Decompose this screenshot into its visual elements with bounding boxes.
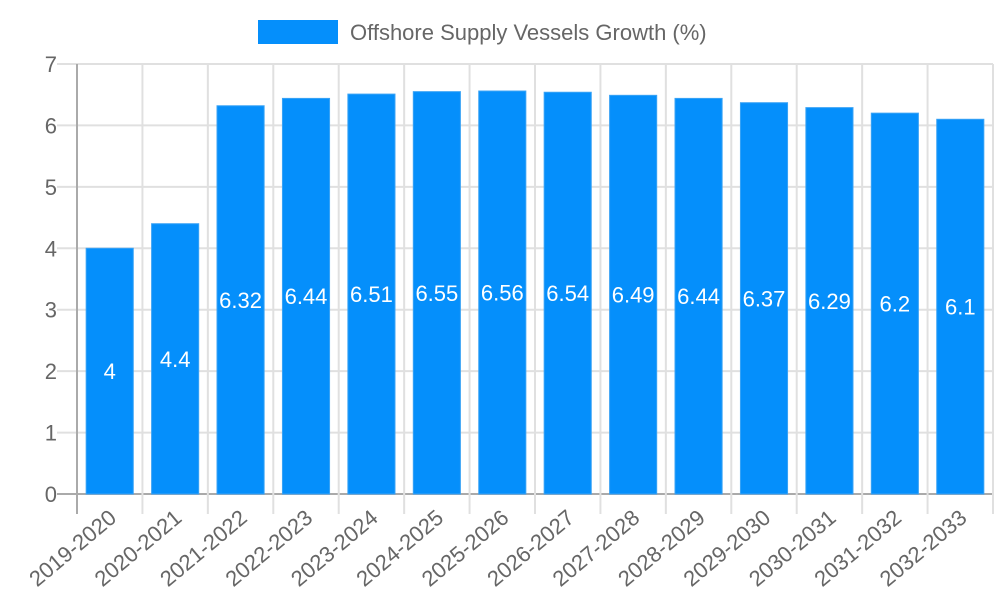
bar[interactable] xyxy=(347,93,396,495)
bars xyxy=(85,90,985,495)
bar-value-label: 6.51 xyxy=(350,282,393,307)
bar-value-label: 6.54 xyxy=(546,281,589,306)
bar-value-labels: 4 4.4 6.32 6.44 6.51 6.55 6.56 6.54 6.49 6.44 6.37… xyxy=(104,281,976,385)
bar-value-label: 6.44 xyxy=(677,284,720,309)
bar[interactable] xyxy=(478,90,527,495)
bar-value-label: 6.37 xyxy=(743,286,786,311)
legend-label: Offshore Supply Vessels Growth (%) xyxy=(350,20,707,45)
bar-value-label: 6.1 xyxy=(945,295,976,320)
bar[interactable] xyxy=(543,91,592,495)
bar[interactable] xyxy=(609,94,658,495)
bar[interactable] xyxy=(412,91,461,495)
bar-value-label: 6.44 xyxy=(285,284,328,309)
bar-value-label: 4.4 xyxy=(160,347,191,372)
bar[interactable] xyxy=(739,102,789,495)
y-tick-label: 4 xyxy=(45,236,57,261)
bar-value-label: 6.29 xyxy=(808,289,851,314)
bar[interactable] xyxy=(85,247,134,495)
legend[interactable]: Offshore Supply Vessels Growth (%) xyxy=(258,20,707,45)
y-tick-label: 7 xyxy=(45,52,57,77)
bar[interactable] xyxy=(281,97,331,495)
y-tick-label: 5 xyxy=(45,175,57,200)
bar-value-label: 6.55 xyxy=(415,281,458,306)
y-tick-label: 3 xyxy=(45,298,57,323)
x-axis-ticks: 2019-20202020-20212021-20222022-20232023… xyxy=(24,505,971,592)
y-axis-ticks: 0 1 2 3 4 5 6 7 xyxy=(45,52,57,507)
bar[interactable] xyxy=(216,105,265,495)
bar[interactable] xyxy=(805,107,854,495)
bar[interactable] xyxy=(674,97,723,495)
bar-value-label: 6.32 xyxy=(219,288,262,313)
bar[interactable] xyxy=(870,112,919,495)
legend-swatch xyxy=(258,20,338,44)
bar-value-label: 6.2 xyxy=(880,292,911,317)
y-tick-label: 1 xyxy=(45,421,57,446)
y-tick-label: 2 xyxy=(45,359,57,384)
bar[interactable] xyxy=(151,223,200,495)
bar-value-label: 4 xyxy=(104,359,116,384)
y-tick-label: 6 xyxy=(45,113,57,138)
bar-value-label: 6.49 xyxy=(612,283,655,308)
y-tick-label: 0 xyxy=(45,482,57,507)
gridlines xyxy=(57,63,994,514)
bar[interactable] xyxy=(936,118,985,495)
bar-value-label: 6.56 xyxy=(481,281,524,306)
